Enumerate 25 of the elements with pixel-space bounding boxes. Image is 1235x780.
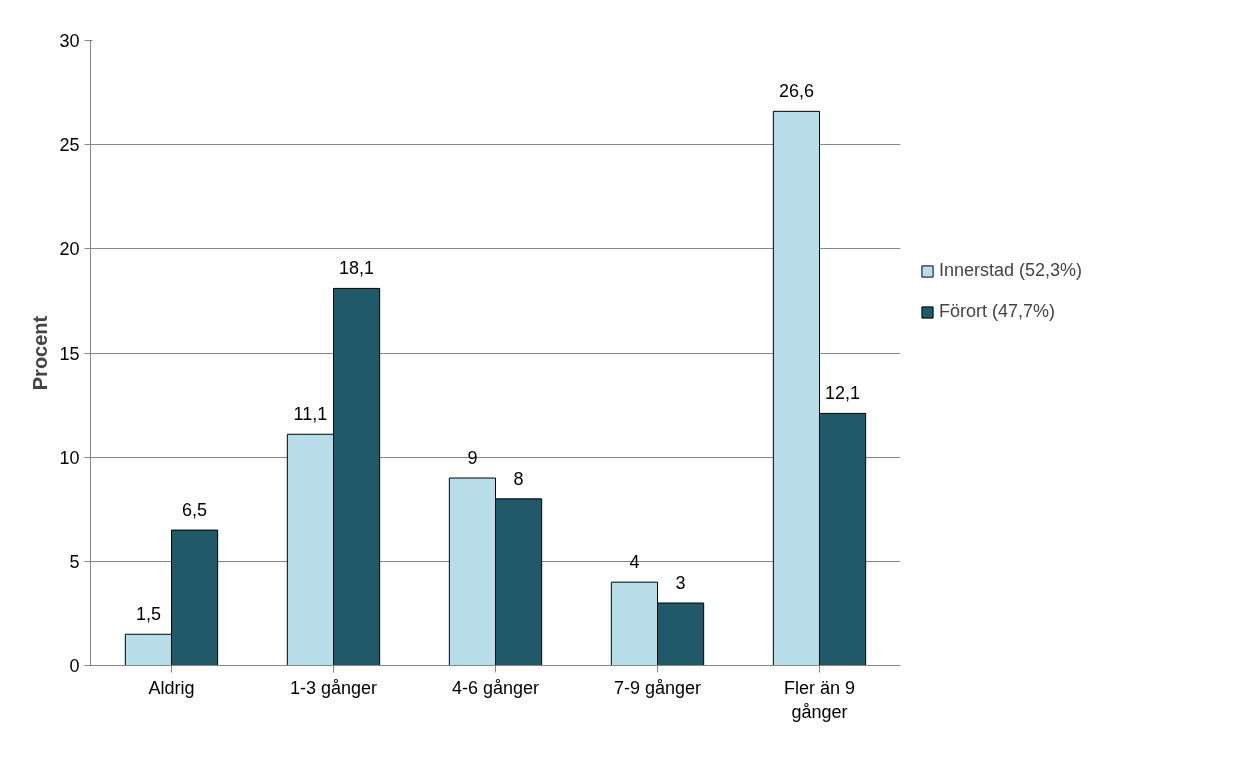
data-label: 11,1 bbox=[293, 404, 328, 425]
data-label: 8 bbox=[513, 468, 524, 489]
y-tick-label: 20 bbox=[59, 239, 80, 260]
data-label: 26,6 bbox=[778, 81, 814, 102]
x-tick-label: 7-9 gånger bbox=[613, 677, 702, 698]
legend-label: Förort (47,7%) bbox=[939, 301, 1056, 322]
x-tick-label: Fler än 9 gånger bbox=[783, 677, 856, 722]
y-tick-label: 0 bbox=[69, 656, 80, 676]
data-label: 9 bbox=[467, 448, 478, 468]
y-tick-label: 30 bbox=[59, 31, 80, 51]
y-tick-label: 25 bbox=[59, 135, 80, 156]
y-axis-title: Procent bbox=[29, 315, 52, 391]
data-label: 12,1 bbox=[825, 383, 861, 404]
data-label: 6,5 bbox=[182, 500, 208, 521]
y-tick-label: 10 bbox=[59, 447, 80, 468]
data-label: 1,5 bbox=[135, 604, 161, 625]
x-tick-label: Aldrig bbox=[148, 677, 195, 698]
y-tick-label: 5 bbox=[69, 551, 80, 572]
data-label: 4 bbox=[629, 552, 640, 573]
data-label: 18,1 bbox=[339, 258, 375, 279]
x-tick-label: 4-6 gånger bbox=[451, 677, 540, 698]
legend-label: Innerstad (52,3%) bbox=[939, 260, 1083, 281]
y-tick-label: 15 bbox=[59, 343, 80, 364]
data-label: 3 bbox=[675, 573, 686, 593]
x-tick-label: 1-3 gånger bbox=[289, 677, 378, 698]
